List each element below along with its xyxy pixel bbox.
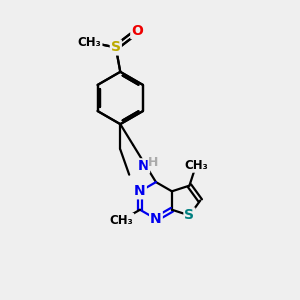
Text: N: N [134,184,146,198]
Text: CH₃: CH₃ [78,36,101,49]
Text: O: O [131,24,143,38]
Text: S: S [184,208,194,222]
Text: H: H [148,156,159,170]
Text: S: S [111,40,121,55]
Text: N: N [138,159,149,173]
Text: CH₃: CH₃ [184,159,208,172]
Text: CH₃: CH₃ [110,214,133,227]
Text: N: N [150,212,162,226]
